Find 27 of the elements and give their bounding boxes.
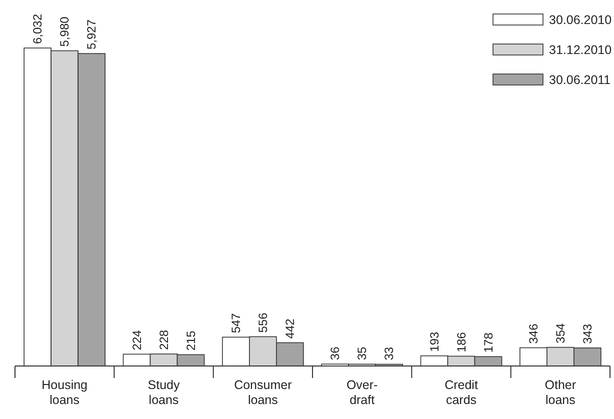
data-label: 224: [130, 330, 144, 350]
data-label: 6,032: [30, 14, 45, 44]
x-tick-label: Over- draft: [346, 378, 378, 407]
data-label: 5,927: [84, 19, 99, 50]
legend-label: 30.06.2010: [549, 13, 612, 27]
x-tick-label: Housing loans: [42, 378, 88, 407]
data-label: 178: [481, 332, 496, 353]
data-label: 354: [553, 322, 568, 344]
data-label: 5,980: [58, 16, 72, 47]
data-label: 343: [580, 324, 594, 344]
x-tick-label: Credit cards: [444, 378, 478, 407]
data-label: 228: [156, 330, 171, 350]
x-tick-label: Other loans: [544, 378, 576, 407]
data-label: 556: [256, 312, 270, 333]
data-label: 346: [526, 323, 540, 344]
data-label: 215: [184, 330, 198, 351]
data-label: 547: [228, 312, 243, 334]
data-label: 35: [355, 346, 370, 360]
x-tick-label: Study loans: [148, 378, 180, 407]
legend-label: 30.06.2011: [549, 73, 611, 87]
data-label: 193: [427, 331, 442, 352]
legend-label: 31.12.2010: [549, 43, 612, 57]
data-label: 442: [282, 318, 297, 339]
data-label: 33: [382, 346, 396, 360]
data-label: 36: [328, 346, 342, 360]
data-label: 186: [454, 332, 468, 352]
x-tick-label: Consumer loans: [234, 378, 292, 407]
